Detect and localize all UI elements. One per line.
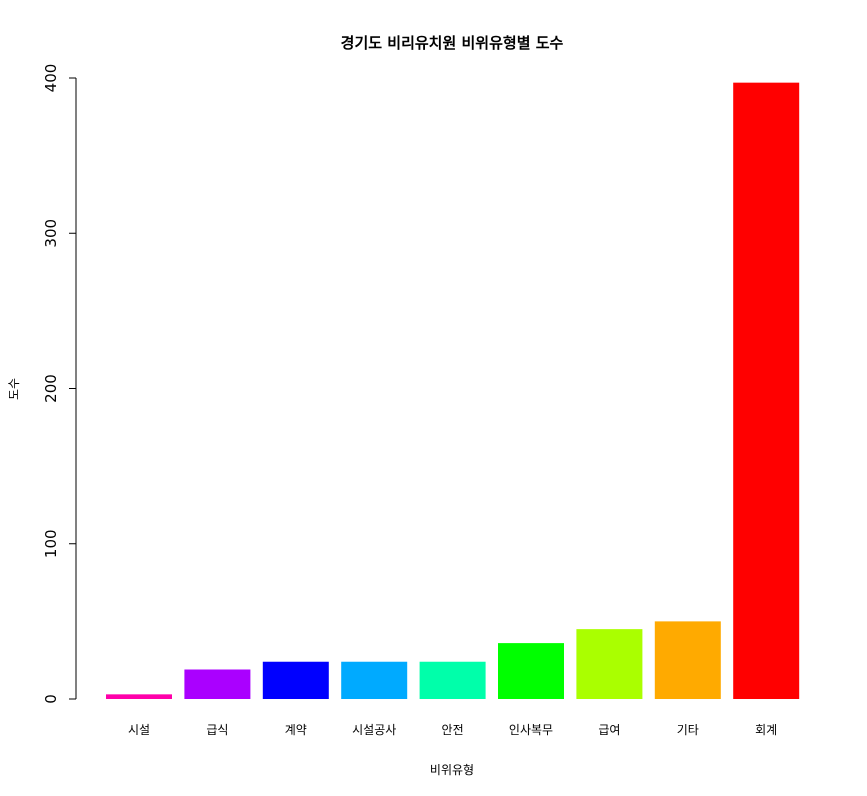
y-axis-label: 도수	[7, 378, 21, 400]
y-tick-label: 100	[42, 529, 60, 558]
bar-7	[576, 629, 643, 699]
bar-9	[733, 82, 800, 700]
y-axis: 0 100 200 300 400	[42, 64, 77, 704]
x-tick-label: 인사복무	[509, 723, 553, 737]
bar-5	[419, 661, 486, 699]
bars-group	[106, 82, 800, 700]
y-tick-label: 300	[42, 219, 60, 248]
x-tick-labels: 시설 급식 계약 시설공사 안전 인사복무 급여 기타 회계	[128, 722, 777, 737]
x-tick-label: 시설	[128, 723, 150, 737]
chart-title: 경기도 비리유치원 비위유형별 도수	[341, 34, 564, 52]
y-tick-label: 400	[42, 64, 60, 93]
y-tick-label: 200	[42, 374, 60, 403]
bar-8	[654, 621, 721, 699]
x-tick-label: 계약	[285, 722, 307, 737]
y-tick-label: 0	[42, 694, 60, 704]
x-tick-label: 기타	[677, 723, 699, 737]
x-tick-label: 안전	[442, 723, 464, 737]
x-axis-label: 비위유형	[430, 763, 474, 777]
x-tick-label: 회계	[755, 723, 777, 737]
x-tick-label: 급여	[598, 723, 620, 737]
bar-1	[106, 694, 172, 699]
x-tick-label: 급식	[206, 723, 228, 737]
bar-4	[341, 661, 408, 699]
bar-2	[184, 669, 251, 699]
bar-6	[498, 643, 564, 699]
x-tick-label: 시설공사	[352, 723, 396, 737]
bar-3	[262, 661, 329, 699]
